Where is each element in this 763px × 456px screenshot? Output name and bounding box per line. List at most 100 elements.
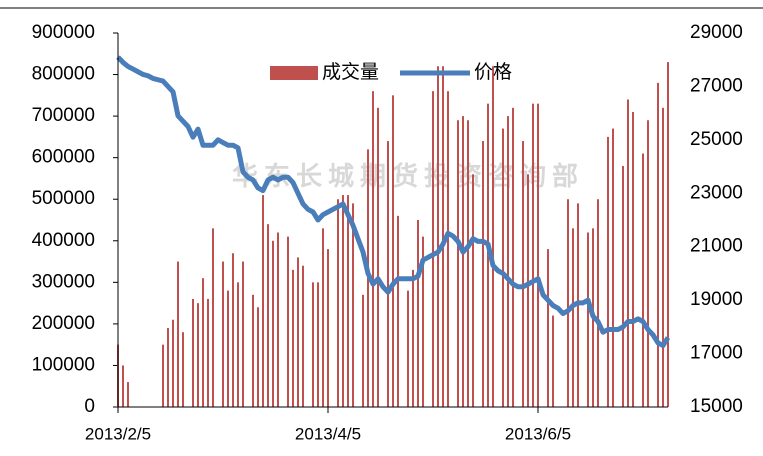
bar xyxy=(662,107,664,408)
y2-tick-label: 15000 xyxy=(690,396,743,417)
bar xyxy=(482,141,484,408)
bar xyxy=(647,120,649,408)
bar xyxy=(237,282,239,407)
bar xyxy=(412,269,414,407)
bar xyxy=(407,290,409,407)
bar xyxy=(182,332,184,407)
bar xyxy=(262,195,264,407)
bar xyxy=(537,103,539,408)
bar xyxy=(572,228,574,407)
bar xyxy=(462,116,464,407)
bar xyxy=(507,116,509,407)
y-tick-label: 200000 xyxy=(32,313,95,334)
bar xyxy=(207,298,209,407)
y2-tick-label: 23000 xyxy=(690,182,743,203)
bar xyxy=(192,298,194,407)
bar xyxy=(607,136,609,407)
y2-tick-label: 17000 xyxy=(690,343,743,364)
bar xyxy=(522,141,524,408)
bar xyxy=(567,199,569,407)
y2-tick-label: 21000 xyxy=(690,236,743,257)
bar xyxy=(342,195,344,407)
bar xyxy=(587,232,589,407)
bar xyxy=(122,365,124,407)
bar xyxy=(322,228,324,407)
bar xyxy=(317,282,319,407)
bar xyxy=(257,307,259,407)
bar xyxy=(632,111,634,407)
bar xyxy=(372,91,374,407)
bar xyxy=(347,195,349,407)
y-tick-label: 700000 xyxy=(32,105,95,126)
bar xyxy=(227,290,229,407)
legend-swatch xyxy=(270,66,318,80)
bar xyxy=(252,294,254,407)
legend-label: 价格 xyxy=(474,61,512,83)
bar xyxy=(362,294,364,407)
bar xyxy=(352,203,354,407)
bar xyxy=(267,224,269,407)
bar xyxy=(422,236,424,407)
bar xyxy=(532,103,534,408)
bar xyxy=(622,165,624,407)
bar xyxy=(437,66,439,407)
bar xyxy=(657,82,659,407)
y-tick-label: 500000 xyxy=(32,188,95,209)
bar xyxy=(492,66,494,407)
bar xyxy=(177,261,179,407)
bar xyxy=(242,261,244,407)
bar xyxy=(547,249,549,407)
bar xyxy=(212,228,214,407)
bar xyxy=(552,315,554,407)
y-tick-label: 800000 xyxy=(32,64,95,85)
bar xyxy=(162,344,164,407)
y-tick-label: 400000 xyxy=(32,230,95,251)
bar xyxy=(127,382,129,407)
bar xyxy=(287,236,289,407)
bar xyxy=(467,120,469,408)
bar xyxy=(397,215,399,407)
bar xyxy=(472,174,474,407)
bar xyxy=(297,257,299,407)
bar xyxy=(197,303,199,407)
y-tick-label: 100000 xyxy=(32,354,95,375)
bar xyxy=(387,141,389,408)
bar xyxy=(457,120,459,408)
bar xyxy=(612,128,614,408)
y-tick-label: 0 xyxy=(84,396,95,417)
bar xyxy=(232,253,234,407)
x-tick-label: 2013/6/5 xyxy=(505,424,571,443)
bar xyxy=(627,99,629,407)
legend-label: 成交量 xyxy=(322,61,379,83)
y2-tick-label: 25000 xyxy=(690,129,743,150)
bar xyxy=(272,240,274,407)
bar xyxy=(502,128,504,408)
bar xyxy=(432,91,434,407)
bar xyxy=(292,269,294,407)
bar xyxy=(487,103,489,408)
bar xyxy=(312,282,314,407)
bar xyxy=(447,91,449,407)
bar xyxy=(417,220,419,407)
x-tick-label: 2013/2/5 xyxy=(85,424,151,443)
bar xyxy=(527,174,529,407)
bar xyxy=(392,95,394,407)
bar xyxy=(277,232,279,407)
y2-tick-label: 19000 xyxy=(690,289,743,310)
bar xyxy=(202,278,204,407)
x-tick-label: 2013/4/5 xyxy=(295,424,361,443)
bar xyxy=(642,153,644,407)
bar xyxy=(302,265,304,407)
y-tick-label: 300000 xyxy=(32,271,95,292)
bar xyxy=(512,107,514,408)
bar xyxy=(442,66,444,407)
bar xyxy=(377,107,379,408)
bar xyxy=(667,62,669,407)
price-line xyxy=(116,55,671,349)
bar xyxy=(172,319,174,407)
y2-tick-label: 29000 xyxy=(690,22,743,43)
bar xyxy=(597,199,599,407)
bar xyxy=(222,261,224,407)
y-tick-label: 900000 xyxy=(32,22,95,43)
